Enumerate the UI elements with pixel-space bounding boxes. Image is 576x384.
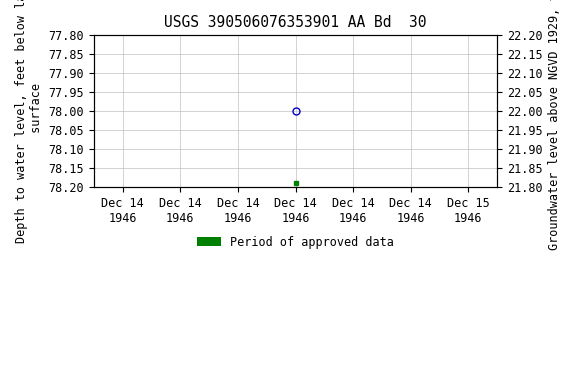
Title: USGS 390506076353901 AA Bd  30: USGS 390506076353901 AA Bd 30	[164, 15, 427, 30]
Legend: Period of approved data: Period of approved data	[192, 231, 399, 254]
Y-axis label: Groundwater level above NGVD 1929, feet: Groundwater level above NGVD 1929, feet	[548, 0, 561, 250]
Y-axis label: Depth to water level, feet below land
 surface: Depth to water level, feet below land su…	[15, 0, 43, 243]
